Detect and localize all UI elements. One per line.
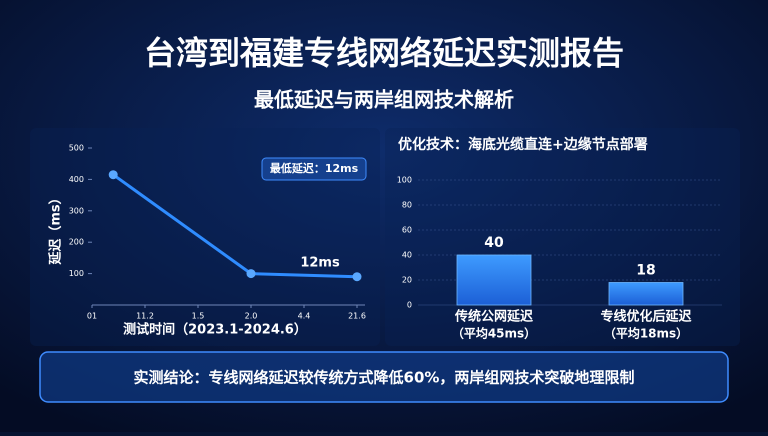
category-note: （平均45ms） [452, 326, 536, 341]
point [108, 170, 118, 180]
chart-title: 优化技术：海底光缆直连+边缘节点部署 [398, 136, 648, 153]
y-tick-label: 400 [69, 175, 84, 184]
x-tick-label: 传统公网延迟 [454, 309, 533, 325]
subtitle: 最低延迟与两岸组网技术解析 [254, 88, 514, 112]
x-tick-label: 专线优化后延迟 [600, 309, 691, 325]
category-note: （平均18ms） [604, 326, 688, 341]
x-axis-label: 测试时间（2023.1-2024.6） [123, 322, 307, 338]
x-tick-label: 11.2 [136, 312, 154, 321]
value-label: 18 [636, 263, 655, 279]
y-tick-label: 60 [402, 226, 412, 235]
y-tick-label: 100 [69, 269, 84, 278]
y-axis-label: 延迟（ms） [48, 191, 64, 265]
y-tick-label: 200 [69, 238, 84, 247]
y-tick-label: 80 [402, 201, 412, 210]
y-tick-label: 20 [402, 276, 412, 285]
bar [608, 282, 684, 306]
point [352, 272, 362, 282]
annotation: 最低延迟：12ms [270, 161, 359, 175]
x-tick-label: 21.6 [348, 312, 366, 321]
y-tick-label: 40 [402, 251, 412, 260]
x-tick-label: 01 [87, 312, 97, 321]
annotation: 12ms [300, 256, 340, 271]
title: 台湾到福建专线网络延迟实测报告 [144, 34, 624, 72]
y-tick-label: 300 [69, 206, 84, 215]
bar [456, 254, 532, 306]
point [246, 269, 256, 279]
x-tick-label: 1.5 [192, 312, 205, 321]
y-tick-label: 100 [397, 176, 412, 185]
y-tick-label: 0 [407, 301, 412, 310]
conclusion: 实测结论：专线网络延迟较传统方式降低60%，两岸组网技术突破地理限制 [134, 369, 635, 387]
x-tick-label: 2.0 [245, 312, 258, 321]
left-panel [30, 128, 380, 346]
annotation-box [261, 157, 367, 181]
y-tick-label: 500 [69, 144, 84, 153]
value-label: 40 [484, 235, 504, 251]
conclusion-box [39, 351, 729, 403]
x-tick-label: 4.4 [298, 312, 311, 321]
